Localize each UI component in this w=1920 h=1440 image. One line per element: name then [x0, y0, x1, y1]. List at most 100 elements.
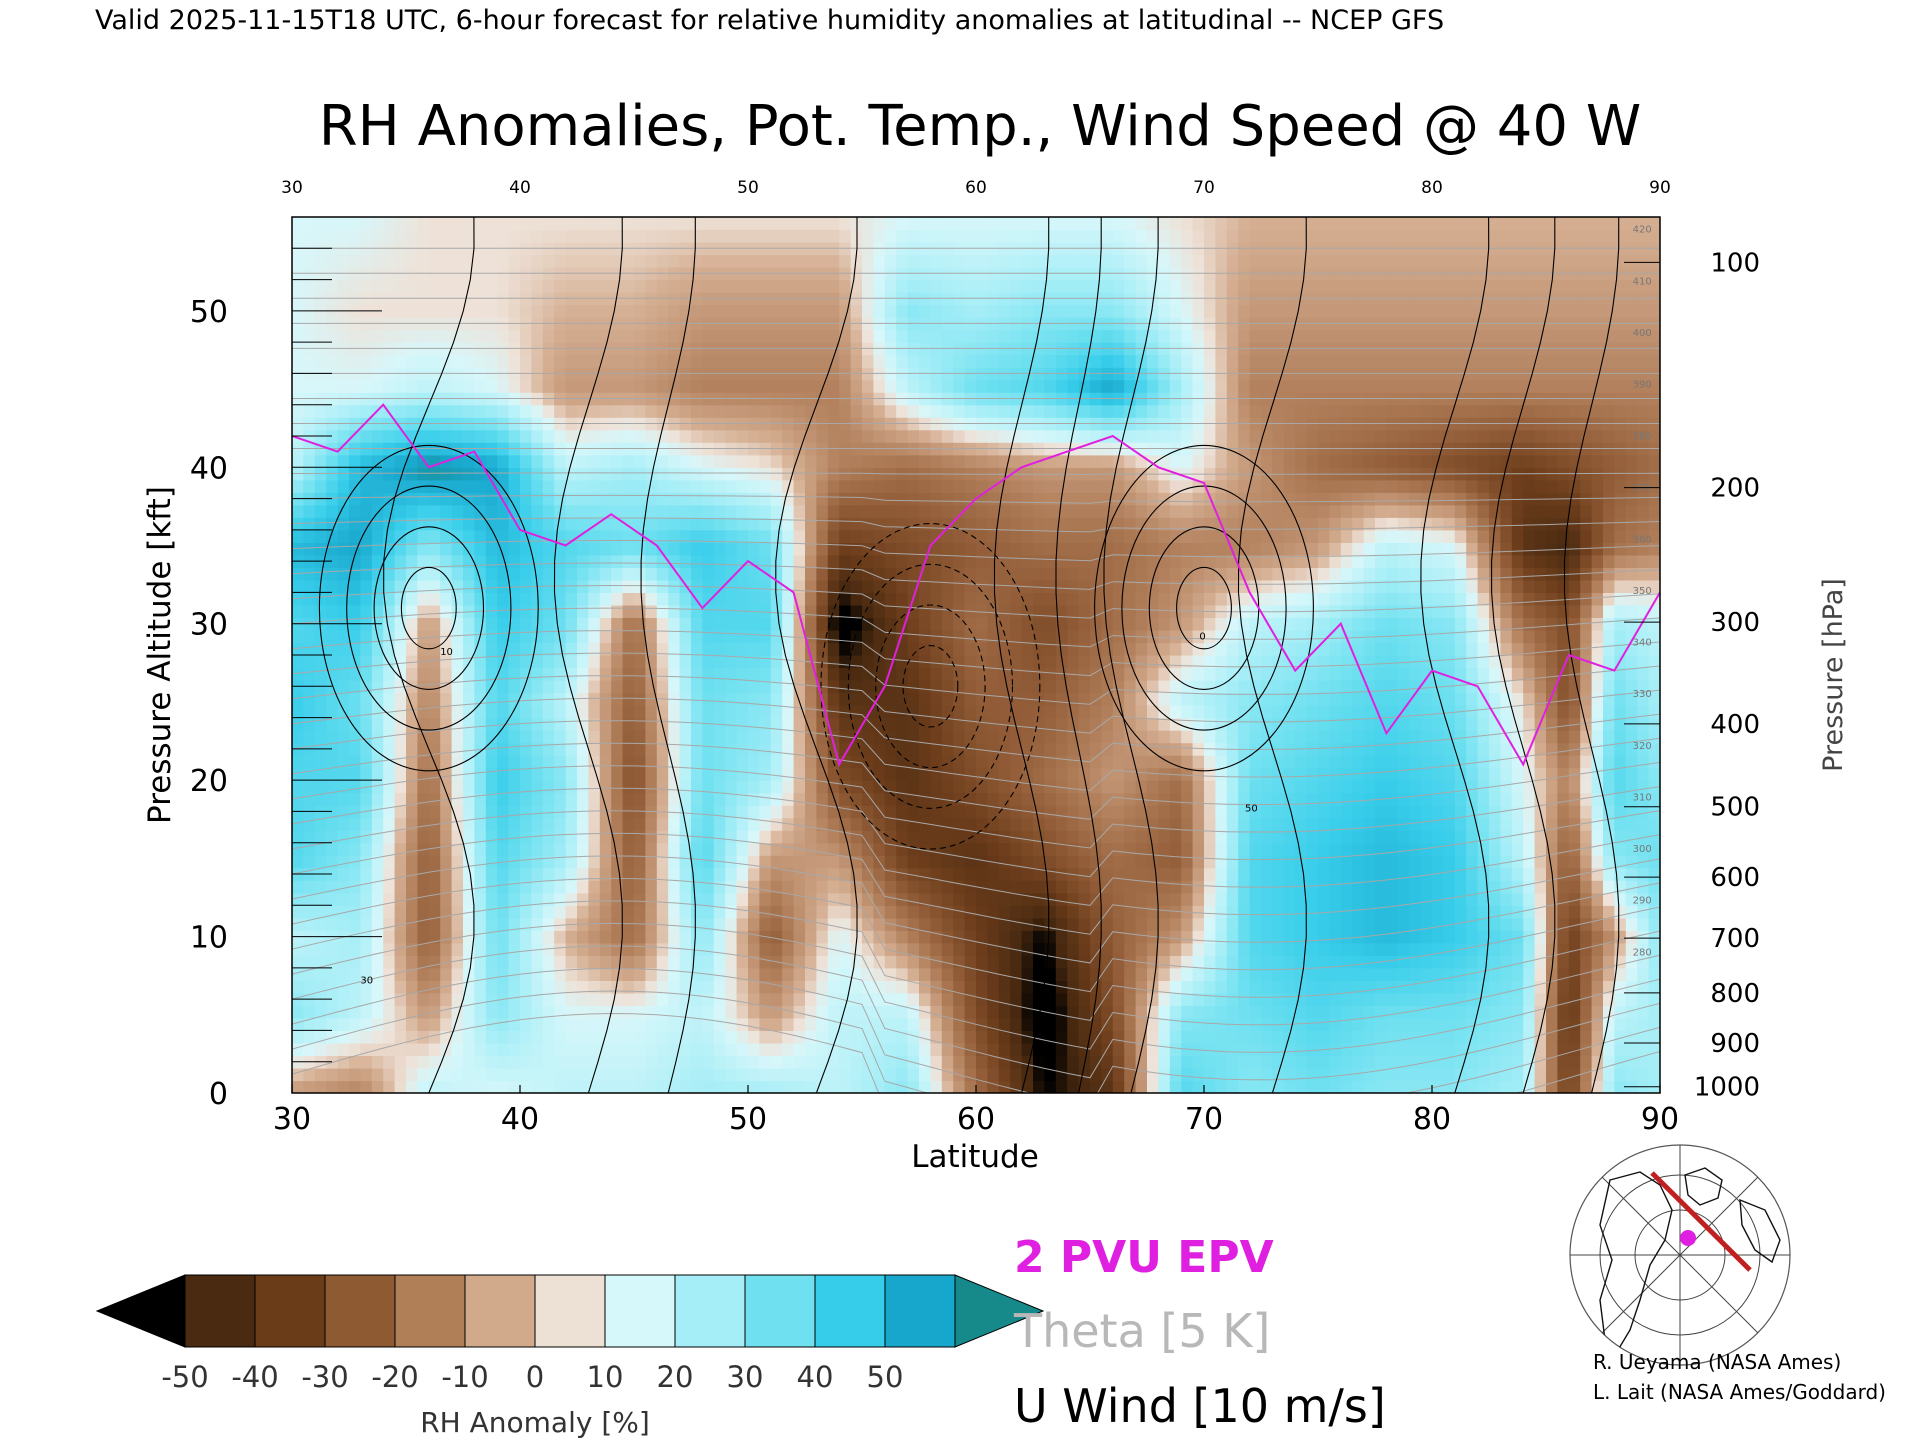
rh-cell: [542, 667, 555, 681]
rh-cell: [417, 592, 430, 606]
rh-cell: [303, 667, 316, 681]
rh-cell: [292, 655, 304, 669]
rh-cell: [520, 880, 532, 894]
rh-cell: [668, 404, 681, 418]
rh-cell: [862, 1017, 874, 1031]
rh-cell: [839, 880, 852, 894]
rh-cell: [907, 1030, 920, 1044]
rh-cell: [588, 655, 601, 669]
rh-cell: [394, 905, 407, 919]
rh-cell: [770, 717, 783, 731]
rh-cell: [930, 379, 943, 393]
rh-cell: [656, 967, 669, 981]
rh-cell: [1067, 905, 1080, 919]
rh-cell: [656, 955, 669, 969]
rh-cell: [383, 529, 396, 543]
rh-cell: [360, 692, 373, 706]
rh-cell: [394, 229, 407, 243]
rh-cell: [337, 830, 350, 844]
rh-cell: [394, 742, 407, 756]
rh-cell: [873, 1005, 886, 1019]
rh-cell: [463, 880, 475, 894]
rh-cell: [862, 1042, 874, 1056]
rh-cell: [463, 304, 475, 318]
rh-cell: [725, 429, 738, 443]
rh-cell: [360, 630, 373, 644]
rh-cell: [383, 592, 396, 606]
rh-cell: [782, 429, 795, 443]
rh-cell: [360, 717, 373, 731]
rh-cell: [326, 867, 339, 881]
rh-cell: [428, 880, 441, 894]
rh-cell: [417, 855, 430, 869]
rh-cell: [542, 717, 555, 731]
rh-cell: [953, 1080, 966, 1093]
rh-cell: [930, 892, 943, 906]
rh-cell: [793, 967, 806, 981]
rh-cell: [1067, 304, 1080, 318]
rh-cell: [691, 229, 703, 243]
rh-cell: [668, 279, 681, 293]
rh-cell: [907, 942, 920, 956]
rh-cell: [827, 630, 840, 644]
rh-cell: [1010, 905, 1023, 919]
rh-cell: [839, 379, 852, 393]
rh-cell: [770, 554, 783, 568]
rh-cell: [1033, 880, 1045, 894]
rh-cell: [565, 792, 578, 806]
rh-cell: [520, 617, 532, 631]
rh-cell: [406, 742, 418, 756]
rh-cell: [1067, 579, 1080, 593]
rh-cell: [554, 217, 567, 231]
rh-cell: [406, 329, 418, 343]
rh-cell: [394, 780, 407, 794]
rh-cell: [668, 1042, 681, 1056]
rh-cell: [873, 354, 886, 368]
rh-cell: [964, 842, 977, 856]
rh-cell: [599, 504, 612, 518]
rh-cell: [634, 454, 646, 468]
rh-cell: [371, 1005, 384, 1019]
rh-cell: [440, 604, 453, 618]
rh-cell: [577, 942, 589, 956]
rh-cell: [292, 730, 304, 744]
rh-cell: [827, 542, 840, 556]
rh-cell: [964, 217, 977, 231]
rh-cell: [611, 742, 624, 756]
rh-cell: [976, 942, 988, 956]
rh-cell: [634, 992, 646, 1006]
rh-cell: [428, 705, 441, 719]
rh-cell: [850, 642, 863, 656]
rh-cell: [371, 1080, 384, 1093]
rh-cell: [805, 880, 817, 894]
rh-cell: [383, 867, 396, 881]
rh-cell: [1021, 830, 1034, 844]
rh-cell: [485, 642, 498, 656]
rh-cell: [565, 955, 578, 969]
rh-cell: [976, 1030, 988, 1044]
rh-cell: [611, 842, 624, 856]
rh-cell: [428, 892, 441, 906]
rh-cell: [839, 329, 852, 343]
rh-cell: [645, 992, 658, 1006]
rh-cell: [668, 855, 681, 869]
rh-cell: [873, 529, 886, 543]
rh-cell: [371, 905, 384, 919]
rh-cell: [1067, 217, 1080, 231]
rh-cell: [599, 742, 612, 756]
rh-cell: [485, 567, 498, 581]
rh-cell: [1021, 567, 1034, 581]
rh-cell: [1021, 617, 1034, 631]
rh-cell: [349, 867, 361, 881]
rh-cell: [474, 905, 487, 919]
rh-cell: [645, 680, 658, 694]
rh-cell: [816, 980, 829, 994]
rh-cell: [508, 780, 521, 794]
rh-cell: [736, 967, 749, 981]
rh-cell: [725, 529, 738, 543]
rh-cell: [805, 592, 817, 606]
rh-cell: [508, 354, 521, 368]
rh-cell: [1010, 1080, 1023, 1093]
rh-cell: [656, 792, 669, 806]
rh-cell: [873, 567, 886, 581]
